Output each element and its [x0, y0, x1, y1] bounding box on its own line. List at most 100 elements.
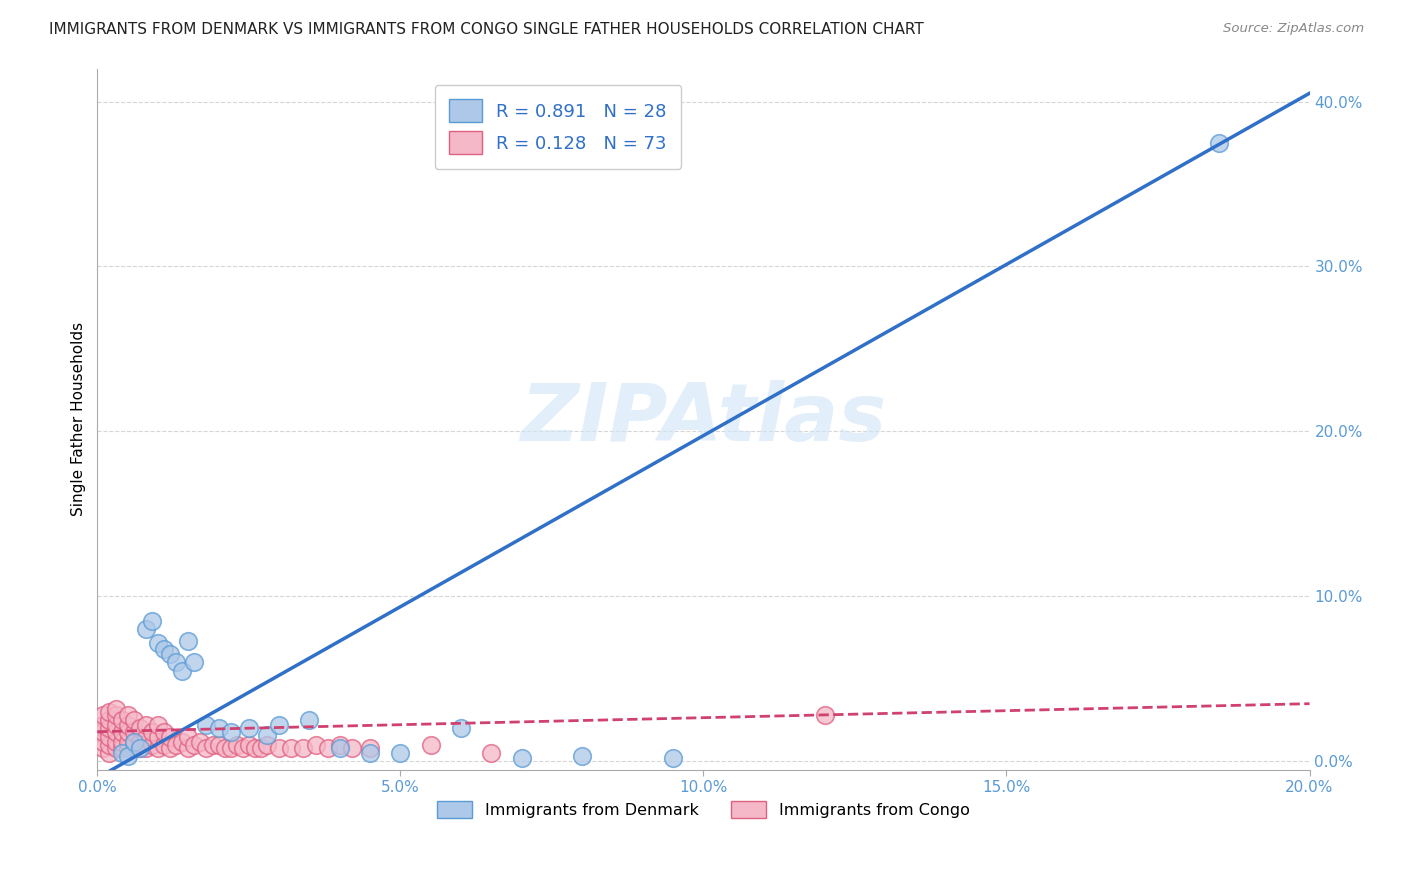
Point	[128, 741, 150, 756]
Point	[93, 708, 115, 723]
Point	[135, 623, 157, 637]
Point	[256, 738, 278, 752]
Point	[219, 741, 242, 756]
Point	[135, 718, 157, 732]
Text: IMMIGRANTS FROM DENMARK VS IMMIGRANTS FROM CONGO SINGLE FATHER HOUSEHOLDS CORREL: IMMIGRANTS FROM DENMARK VS IMMIGRANTS FR…	[49, 22, 924, 37]
Point	[243, 741, 266, 756]
Point	[146, 741, 169, 756]
Point	[146, 635, 169, 649]
Point	[128, 734, 150, 748]
Point	[146, 730, 169, 744]
Point	[510, 751, 533, 765]
Point	[128, 741, 150, 756]
Point	[250, 741, 273, 756]
Point	[159, 741, 181, 756]
Point	[359, 746, 381, 760]
Point	[195, 741, 218, 756]
Point	[93, 734, 115, 748]
Point	[814, 708, 837, 723]
Point	[128, 722, 150, 736]
Point	[479, 746, 502, 760]
Point	[662, 751, 685, 765]
Point	[225, 738, 247, 752]
Point	[153, 642, 176, 657]
Point	[207, 722, 229, 736]
Point	[201, 738, 224, 752]
Point	[117, 734, 139, 748]
Point	[269, 718, 291, 732]
Point	[98, 705, 121, 719]
Point	[190, 734, 212, 748]
Point	[122, 741, 145, 756]
Point	[165, 656, 187, 670]
Point	[238, 738, 260, 752]
Point	[110, 713, 132, 727]
Point	[122, 724, 145, 739]
Point	[172, 664, 194, 678]
Point	[141, 724, 163, 739]
Point	[141, 614, 163, 628]
Point	[214, 741, 236, 756]
Point	[104, 724, 127, 739]
Point	[93, 718, 115, 732]
Point	[571, 749, 593, 764]
Point	[122, 713, 145, 727]
Point	[340, 741, 363, 756]
Point	[329, 741, 352, 756]
Text: Source: ZipAtlas.com: Source: ZipAtlas.com	[1223, 22, 1364, 36]
Point	[93, 741, 115, 756]
Point	[316, 741, 339, 756]
Point	[98, 746, 121, 760]
Point	[165, 738, 187, 752]
Point	[292, 741, 315, 756]
Point	[104, 741, 127, 756]
Point	[153, 738, 176, 752]
Point	[104, 708, 127, 723]
Point	[98, 730, 121, 744]
Point	[207, 738, 229, 752]
Point	[304, 738, 326, 752]
Point	[183, 738, 205, 752]
Point	[110, 724, 132, 739]
Point	[117, 718, 139, 732]
Point	[1208, 136, 1230, 150]
Point	[177, 634, 200, 648]
Point	[98, 722, 121, 736]
Point	[122, 734, 145, 748]
Point	[172, 734, 194, 748]
Point	[117, 741, 139, 756]
Point	[195, 718, 218, 732]
Point	[159, 730, 181, 744]
Point	[256, 728, 278, 742]
Point	[117, 724, 139, 739]
Point	[419, 738, 441, 752]
Point	[359, 741, 381, 756]
Point	[238, 722, 260, 736]
Point	[117, 708, 139, 723]
Point	[177, 730, 200, 744]
Point	[104, 701, 127, 715]
Point	[117, 749, 139, 764]
Point	[159, 647, 181, 661]
Point	[110, 741, 132, 756]
Point	[389, 746, 412, 760]
Text: ZIPAtlas: ZIPAtlas	[520, 380, 887, 458]
Point	[104, 734, 127, 748]
Point	[110, 734, 132, 748]
Point	[98, 738, 121, 752]
Point	[177, 741, 200, 756]
Point	[141, 738, 163, 752]
Point	[280, 741, 302, 756]
Point	[104, 718, 127, 732]
Point	[298, 713, 321, 727]
Point	[122, 734, 145, 748]
Point	[146, 718, 169, 732]
Y-axis label: Single Father Households: Single Father Households	[72, 322, 86, 516]
Point	[110, 746, 132, 760]
Point	[153, 724, 176, 739]
Point	[329, 738, 352, 752]
Point	[183, 656, 205, 670]
Point	[219, 724, 242, 739]
Point	[135, 741, 157, 756]
Point	[269, 741, 291, 756]
